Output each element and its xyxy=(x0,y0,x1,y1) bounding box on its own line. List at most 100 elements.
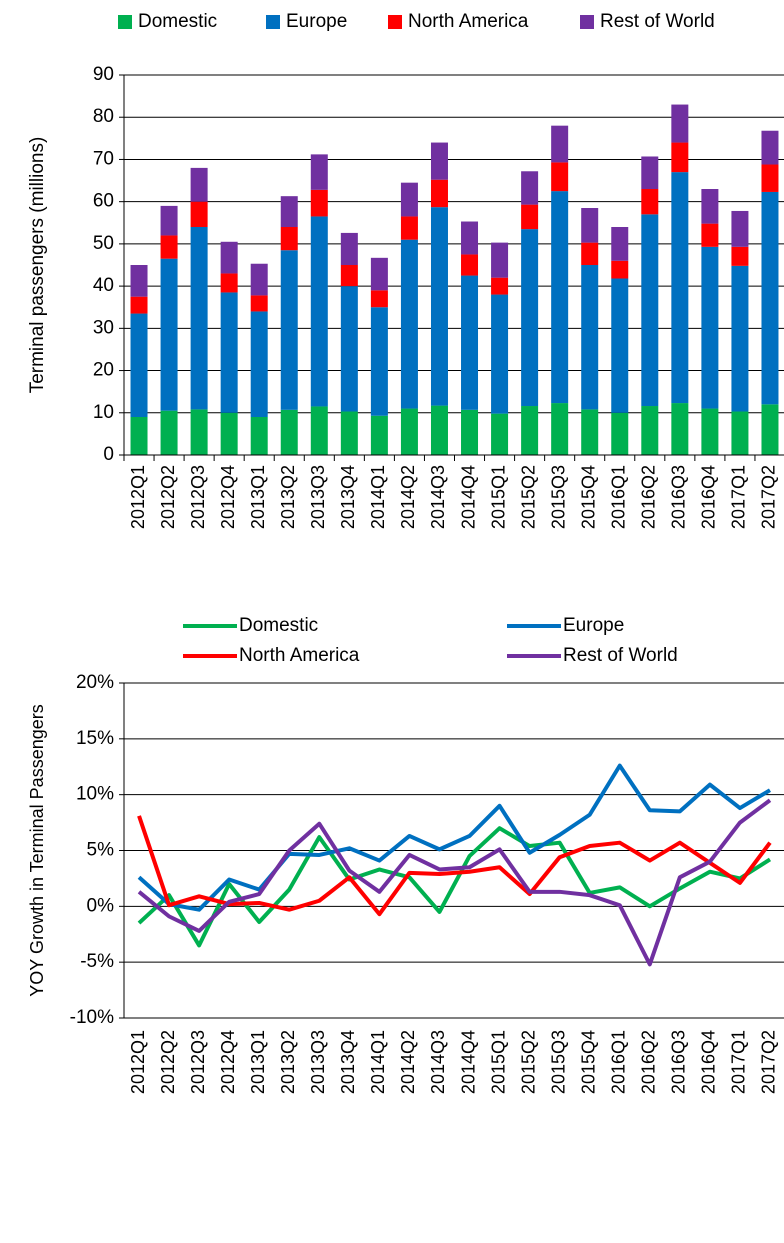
bar-segment xyxy=(370,415,388,455)
x-tick-label: 2016Q4 xyxy=(699,1030,719,1094)
x-tick-label: 2013Q2 xyxy=(278,465,298,529)
x-tick-label: 2012Q4 xyxy=(218,465,238,529)
bar-segment xyxy=(761,191,779,405)
bar-segment xyxy=(430,179,448,208)
bar-segment xyxy=(491,277,509,295)
bar-segment xyxy=(250,417,268,455)
bar-segment xyxy=(581,409,599,455)
bar-segment xyxy=(370,307,388,416)
x-tick-label: 2013Q2 xyxy=(278,1030,298,1094)
bar-segment xyxy=(611,412,629,455)
bar-segment xyxy=(581,242,599,265)
bar-segment xyxy=(130,296,148,314)
bar-segment xyxy=(160,258,178,411)
line-series xyxy=(137,798,772,967)
bar-segment xyxy=(280,196,298,227)
legend-label: Rest of World xyxy=(600,11,715,32)
x-tick-label: 2015Q4 xyxy=(578,465,598,529)
line-series xyxy=(137,763,771,912)
x-tick-label: 2017Q2 xyxy=(759,1030,779,1094)
bar-segment xyxy=(581,265,599,410)
bar-segment xyxy=(190,167,208,202)
y-axis-label: YOY Growth in Terminal Passengers xyxy=(27,704,47,996)
bar-segment xyxy=(340,411,358,455)
bar-segment xyxy=(731,265,749,412)
bar-segment xyxy=(551,162,569,192)
legend-swatch xyxy=(388,15,402,29)
bar-segment xyxy=(521,204,539,230)
x-tick-label: 2013Q4 xyxy=(338,465,358,529)
bar-segment xyxy=(701,408,719,455)
bar-segment xyxy=(160,410,178,455)
x-tick-label: 2012Q2 xyxy=(158,1030,178,1094)
bar-segment xyxy=(761,404,779,455)
bar-segment xyxy=(641,189,659,215)
legend-label: Europe xyxy=(286,11,347,32)
bar-segment xyxy=(671,142,689,173)
y-tick-label: 80 xyxy=(93,106,114,127)
legend-swatch xyxy=(266,15,280,29)
bar-segment xyxy=(130,265,148,297)
x-tick-label: 2014Q3 xyxy=(428,1030,448,1094)
x-tick-label: 2014Q2 xyxy=(398,1030,418,1094)
legend-swatch xyxy=(580,15,594,29)
bar-segment xyxy=(461,275,479,410)
y-tick-label: 70 xyxy=(93,148,114,169)
bar-segment xyxy=(190,201,208,227)
legend-label: Domestic xyxy=(239,615,318,636)
x-tick-label: 2015Q2 xyxy=(518,1030,538,1094)
bar-segment xyxy=(430,405,448,455)
y-tick-label: 5% xyxy=(87,840,115,861)
bar-segment xyxy=(250,311,268,417)
bar-segment xyxy=(340,286,358,412)
legend-label: North America xyxy=(239,645,360,666)
x-tick-label: 2016Q3 xyxy=(669,465,689,529)
bar-segment xyxy=(611,278,629,413)
x-tick-label: 2014Q3 xyxy=(428,465,448,529)
bar-segment xyxy=(461,221,479,255)
x-tick-label: 2012Q3 xyxy=(188,1030,208,1094)
x-tick-label: 2013Q1 xyxy=(248,465,268,529)
bar-segment xyxy=(731,210,749,247)
x-tick-label: 2014Q1 xyxy=(368,1030,388,1094)
x-tick-label: 2015Q3 xyxy=(548,465,568,529)
bar-segment xyxy=(551,191,569,404)
y-axis-label: Terminal passengers (millions) xyxy=(27,137,48,394)
bar-segment xyxy=(310,189,328,217)
bar-segment xyxy=(160,235,178,259)
y-tick-label: 15% xyxy=(76,728,114,749)
bar-segment xyxy=(581,208,599,243)
x-tick-label: 2016Q3 xyxy=(669,1030,689,1094)
y-tick-label: 0% xyxy=(87,895,115,916)
bar-segment xyxy=(310,406,328,455)
bar-segment xyxy=(611,227,629,261)
x-tick-label: 2012Q2 xyxy=(158,465,178,529)
x-tick-label: 2017Q1 xyxy=(729,465,749,529)
x-tick-label: 2014Q1 xyxy=(368,465,388,529)
bar-segment xyxy=(761,130,779,165)
bar-segment xyxy=(250,263,268,296)
bar-segment xyxy=(190,409,208,455)
bar-segment xyxy=(220,273,238,293)
bar-segment xyxy=(370,290,388,308)
bar-segment xyxy=(280,409,298,455)
x-tick-label: 2013Q3 xyxy=(308,465,328,529)
x-tick-label: 2016Q1 xyxy=(609,465,629,529)
legend-label: Rest of World xyxy=(563,645,678,666)
bar-segment xyxy=(671,403,689,455)
bar-segment xyxy=(220,241,238,274)
y-tick-label: 90 xyxy=(93,64,114,85)
bar-segment xyxy=(400,408,418,455)
bar-segment xyxy=(310,154,328,190)
x-tick-label: 2016Q1 xyxy=(609,1030,629,1094)
x-tick-label: 2012Q1 xyxy=(128,465,148,529)
bar-segment xyxy=(400,182,418,217)
line-series xyxy=(137,815,772,917)
bar-segment xyxy=(280,227,298,251)
y-tick-label: 60 xyxy=(93,191,114,212)
bar-segment xyxy=(671,104,689,143)
y-tick-label: 10 xyxy=(93,402,114,423)
bar-segment xyxy=(280,250,298,410)
bar-segment xyxy=(641,214,659,407)
